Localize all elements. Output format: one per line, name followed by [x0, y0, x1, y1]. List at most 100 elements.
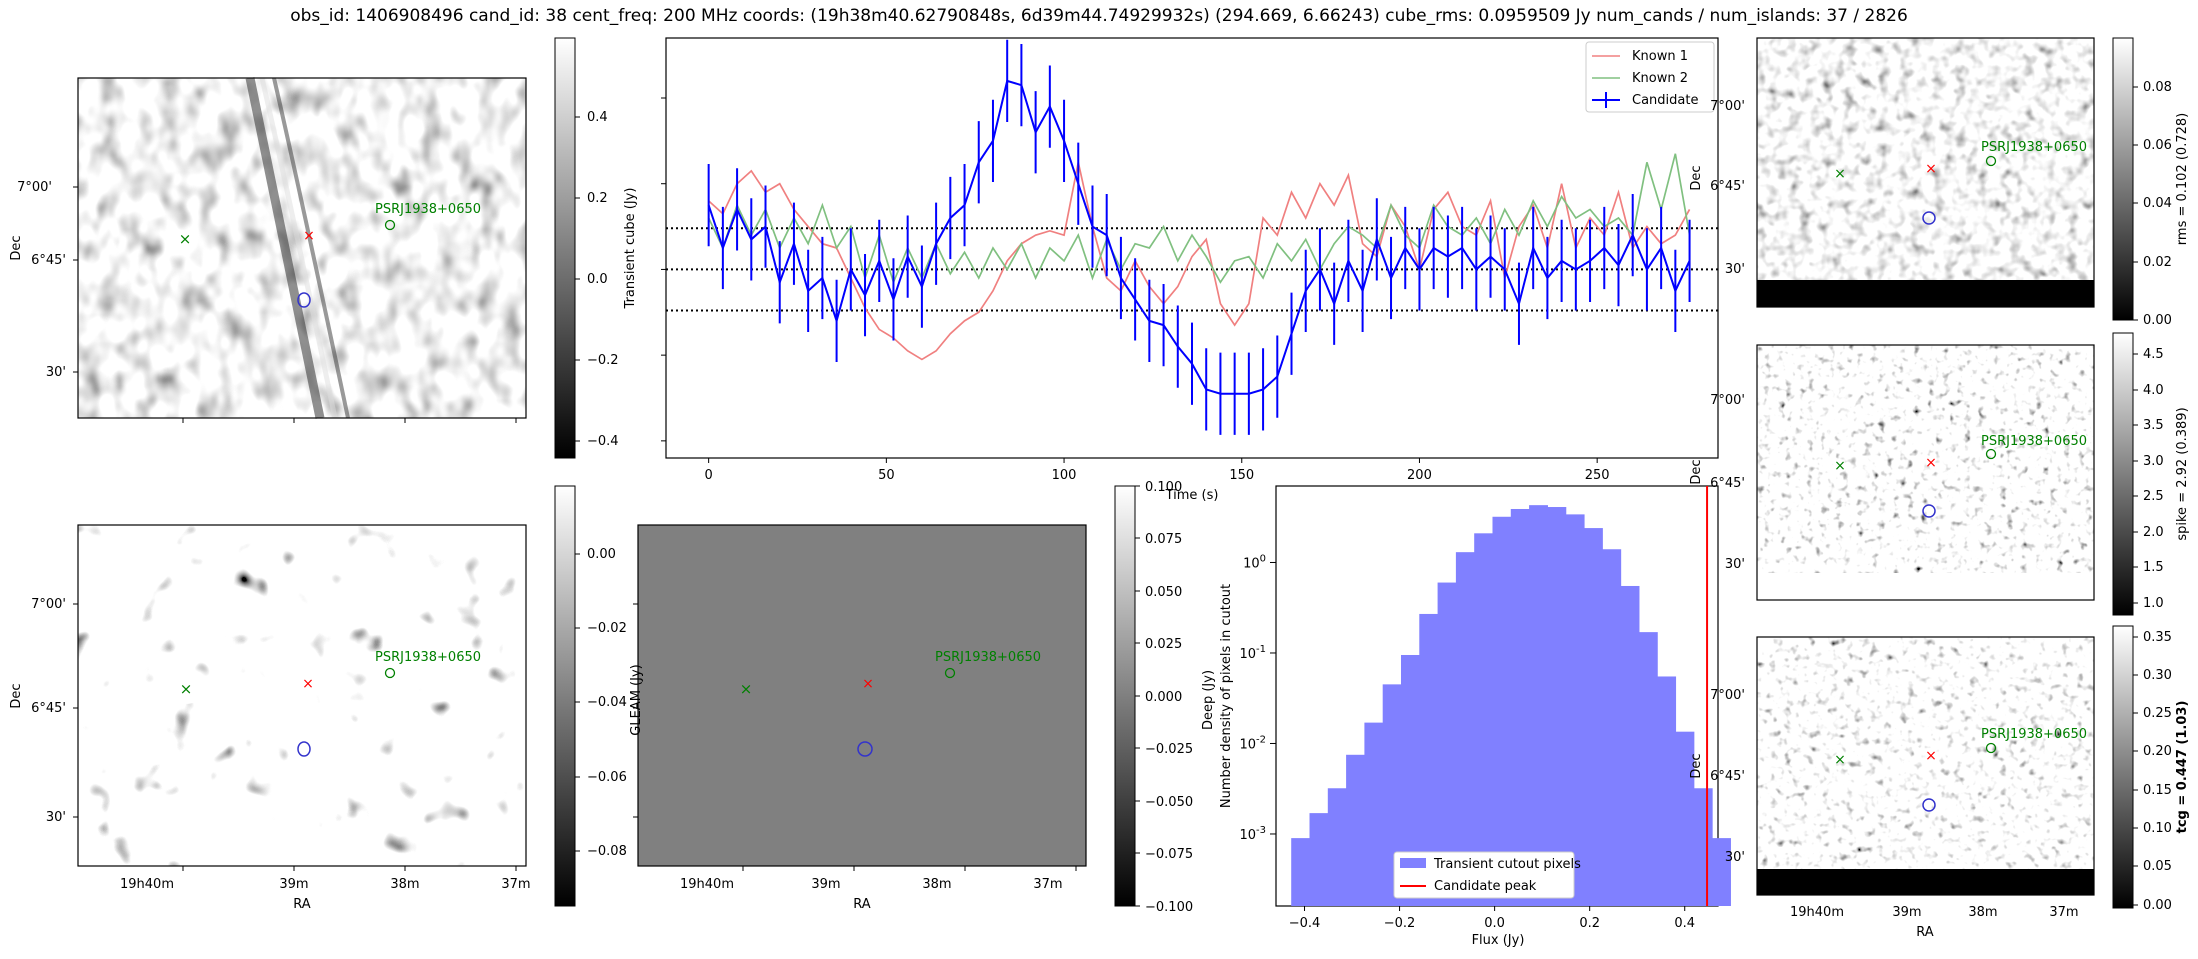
- dec-tick-label: 6°45': [1710, 769, 1745, 784]
- y-tick-label: 10-1: [1239, 644, 1266, 662]
- transient-colorbar: 0.4 0.2 0.0 −0.2 −0.4: [554, 37, 619, 459]
- x-tick-label: −0.4: [1289, 916, 1321, 931]
- histogram-bar: [1583, 528, 1603, 906]
- dec-tick-label: 7°00': [31, 597, 66, 612]
- candidate-contour: [1922, 798, 1936, 812]
- dec-axis-label: Dec: [1689, 165, 1704, 190]
- colorbar-tick: 4.5: [2143, 347, 2164, 362]
- candidate-contour: [857, 741, 873, 757]
- ra-tick-label: 38m: [1968, 905, 1997, 920]
- y-tick-label: 10-2: [1239, 734, 1266, 752]
- ra-tick-label: 37m: [501, 877, 530, 892]
- ra-tick-label: 39m: [279, 877, 308, 892]
- dec-tick-label: 30': [1725, 557, 1745, 572]
- colorbar-tick: 0.4: [587, 110, 608, 125]
- known-source-2-marker: ×: [740, 680, 753, 698]
- axes-frame: [77, 77, 527, 419]
- colorbar-tick: 0.0: [587, 272, 608, 287]
- colorbar-tick: 4.0: [2143, 383, 2164, 398]
- candidate-marker: ×: [303, 228, 315, 244]
- colorbar-tick: 0.08: [2143, 80, 2172, 95]
- no-data-strip: [1757, 280, 2094, 307]
- histogram-bar: [1400, 654, 1420, 906]
- known-source-1-marker: [384, 219, 396, 231]
- histogram-bar: [1364, 722, 1384, 906]
- colorbar-tick: −0.100: [1145, 900, 1193, 915]
- x-tick-label: 250: [1585, 468, 1610, 483]
- rms-image: [1757, 38, 2094, 280]
- histogram-bar: [1638, 632, 1658, 906]
- source-label: PSRJ1938+0650: [1981, 140, 2087, 155]
- candidate-marker: ×: [302, 676, 314, 692]
- colorbar-tick: 0.100: [1145, 480, 1182, 495]
- colorbar-tick: 1.0: [2143, 596, 2164, 611]
- legend-label: Transient cutout pixels: [1433, 857, 1581, 872]
- colorbar-tick: 0.10: [2143, 821, 2172, 836]
- tcg-image: [1757, 637, 2094, 869]
- series-line-known-1: [708, 162, 1691, 361]
- histogram-bar: [1657, 676, 1677, 906]
- histogram-bar: [1712, 838, 1731, 906]
- candidate-marker: ×: [1925, 748, 1937, 764]
- ra-tick-label: 19h40m: [680, 877, 734, 892]
- legend-label: Candidate peak: [1434, 879, 1537, 894]
- colorbar-label: Deep (Jy): [1201, 670, 1216, 730]
- colorbar-tick: 0.00: [2143, 898, 2172, 913]
- known-source-2-marker: ×: [179, 230, 192, 248]
- ra-tick-label: 37m: [1033, 877, 1062, 892]
- x-tick-label: 200: [1407, 468, 1432, 483]
- ra-axis-label: RA: [293, 897, 311, 912]
- deep-image: [78, 525, 526, 866]
- colorbar-tick: 0.02: [2143, 255, 2172, 270]
- deep-colorbar: 0.00 −0.02 −0.04 −0.06 −0.08 Deep (Jy): [554, 485, 1216, 907]
- ra-tick-label: 38m: [922, 877, 951, 892]
- deep-image-panel: 7°00' 6°45' 30' Dec 19h40m 39m 38m 37m R…: [9, 524, 531, 912]
- candidate-contour: [297, 741, 311, 757]
- x-tick-label: 150: [1229, 468, 1254, 483]
- histogram-bar: [1437, 582, 1457, 906]
- artifact-streak: [259, 77, 338, 419]
- candidate-contour: [297, 292, 311, 308]
- series-line-candidate: [707, 79, 1691, 395]
- colorbar-tick: −0.050: [1145, 795, 1193, 810]
- histogram-bar: [1419, 613, 1439, 906]
- x-tick-label: 50: [878, 468, 895, 483]
- histogram-bar: [1382, 684, 1402, 906]
- dec-axis-label: Dec: [1689, 459, 1704, 484]
- source-label: PSRJ1938+0650: [375, 202, 481, 217]
- histogram-bar: [1529, 505, 1548, 906]
- dec-axis-label: Dec: [9, 683, 24, 708]
- source-label: PSRJ1938+0650: [375, 650, 481, 665]
- colorbar-tick: 0.025: [1145, 637, 1182, 652]
- known-source-2-marker: ×: [180, 680, 193, 698]
- dec-tick-label: 6°45': [1710, 179, 1745, 194]
- colorbar-tick: 0.30: [2143, 668, 2172, 683]
- colorbar-tick: 0.000: [1145, 690, 1182, 705]
- colorbar-tick: 3.5: [2143, 418, 2164, 433]
- known-source-1-marker: [384, 667, 396, 679]
- ra-tick-label: 37m: [2049, 905, 2078, 920]
- colorbar-tick: 2.5: [2143, 489, 2164, 504]
- x-axis-label: Flux (Jy): [1472, 933, 1525, 948]
- dec-tick-label: 30': [1725, 262, 1745, 277]
- colorbar-tick: 0.075: [1145, 532, 1182, 547]
- colorbar-label: spike = 2.92 (0.389): [2175, 407, 2190, 540]
- colorbar-tick: 0.00: [587, 547, 616, 562]
- figure-title: obs_id: 1406908496 cand_id: 38 cent_freq…: [290, 6, 1908, 26]
- legend-label: Known 2: [1632, 71, 1688, 86]
- colorbar-tick: −0.08: [587, 844, 627, 859]
- colorbar-tick: 0.25: [2143, 706, 2172, 721]
- spike-image-panel: 7°00' 6°45' 30' Dec × × PSRJ1938+0650: [1689, 344, 2095, 601]
- histogram-bar: [1492, 516, 1512, 906]
- y-axis-label: Transient cube (Jy): [623, 188, 638, 310]
- x-tick-label: 0: [705, 468, 713, 483]
- colorbar-tick: −0.075: [1145, 847, 1193, 862]
- candidate-marker: ×: [1925, 455, 1937, 471]
- light-curve-chart: 0 50 100 150 200 250 Time (s) Transient cube …: [623, 37, 1719, 503]
- gleam-colorbar: 0.100 0.075 0.050 0.025 0.000 −0.025 −0.…: [1114, 480, 1193, 915]
- dec-tick-label: 6°45': [1710, 476, 1745, 491]
- histogram-bar: [1620, 585, 1640, 906]
- ra-tick-label: 19h40m: [1790, 905, 1844, 920]
- known-source-2-marker: ×: [1834, 458, 1846, 474]
- histogram-bar: [1291, 838, 1311, 906]
